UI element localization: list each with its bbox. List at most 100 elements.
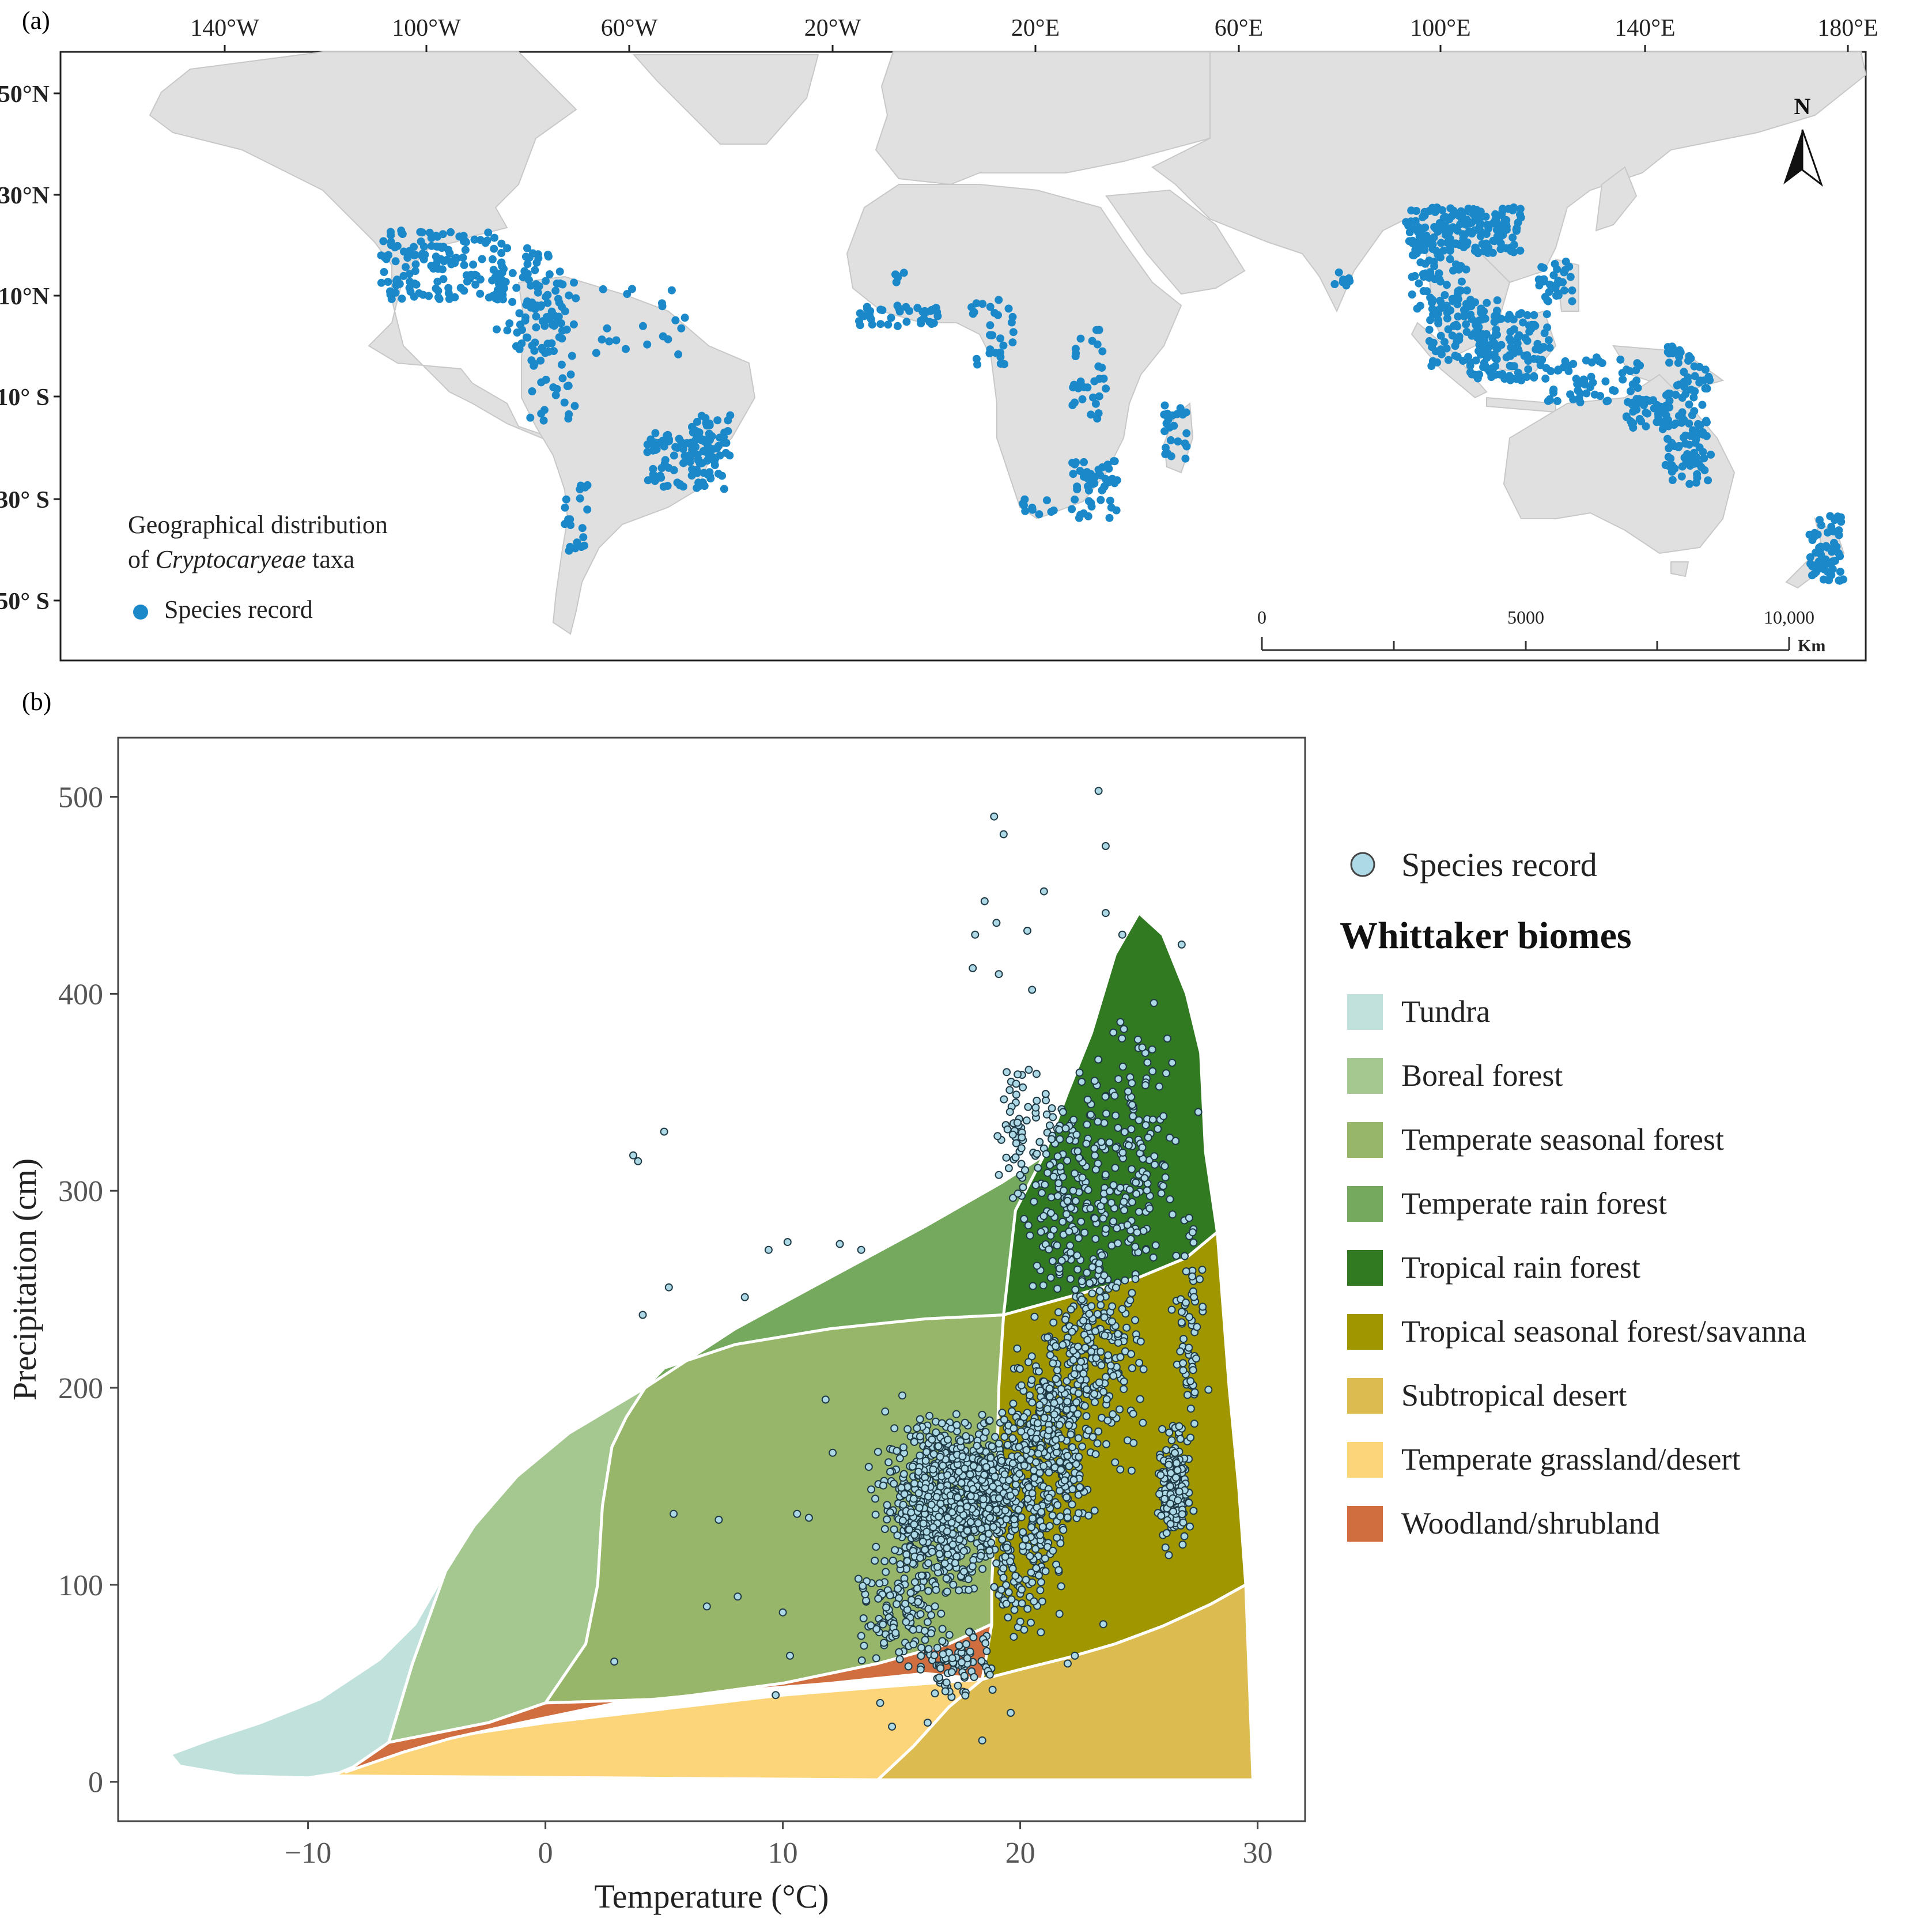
- scatter-point: [978, 1410, 986, 1419]
- scatter-point: [1106, 1361, 1115, 1370]
- scatter-point: [876, 1698, 884, 1707]
- species-record-dot: [1182, 429, 1191, 437]
- land-japan: [1595, 166, 1638, 232]
- species-record-dot: [398, 295, 406, 303]
- scatter-point: [1114, 1330, 1122, 1338]
- scatter-point: [1057, 1256, 1066, 1265]
- scatter-point: [891, 1629, 900, 1637]
- species-record-dot: [1806, 553, 1814, 561]
- species-record-dot: [521, 316, 530, 325]
- scatter-point: [1161, 1543, 1170, 1552]
- scatter-point: [977, 1551, 985, 1560]
- species-record-dot: [1480, 307, 1488, 316]
- species-record-dot: [490, 233, 498, 242]
- scatter-point: [904, 1662, 913, 1671]
- species-record-dot: [704, 448, 712, 457]
- species-record-dot: [1530, 311, 1538, 319]
- scatter-point: [1177, 940, 1186, 949]
- species-record-dot: [1661, 406, 1669, 414]
- scatter-point: [1163, 1034, 1171, 1043]
- scatter-point: [1171, 1137, 1180, 1145]
- scatter-point: [1143, 1186, 1151, 1195]
- species-record-dot: [583, 505, 592, 514]
- species-record-dot: [400, 247, 408, 256]
- species-record-dot: [497, 258, 505, 267]
- scatter-point: [1180, 1532, 1189, 1541]
- species-record-dot: [508, 297, 517, 306]
- scatter-point: [1041, 1180, 1049, 1189]
- species-record-dot: [1097, 496, 1105, 504]
- scatter-point: [893, 1447, 901, 1455]
- scatter-point: [886, 1508, 894, 1517]
- species-record-dot: [1428, 245, 1437, 253]
- species-record-dot: [527, 281, 535, 290]
- scatter-point: [1052, 1436, 1060, 1444]
- scatter-point: [966, 1534, 975, 1543]
- scatter-point: [1011, 1153, 1020, 1162]
- scatter-point: [1131, 1316, 1139, 1324]
- species-record-dot: [1513, 375, 1521, 383]
- species-record-dot: [1497, 222, 1506, 231]
- scatter-point: [1082, 1139, 1091, 1148]
- scatter-point: [1116, 1018, 1125, 1026]
- species-record-dot: [612, 336, 621, 345]
- species-record-dot: [1670, 464, 1678, 473]
- species-record-dot: [1442, 281, 1451, 289]
- legend-swatch: [1347, 1186, 1383, 1222]
- species-record-dot: [515, 309, 524, 318]
- species-record-dot: [1093, 414, 1102, 423]
- species-record-dot: [1164, 415, 1173, 424]
- species-record-dot: [1663, 435, 1672, 443]
- species-record-dot: [1110, 457, 1119, 466]
- species-record-dot: [1661, 460, 1670, 469]
- scatter-point: [1088, 1433, 1097, 1441]
- species-record-dot: [427, 262, 436, 270]
- species-record-dot: [444, 246, 453, 254]
- species-record-dot: [679, 445, 687, 454]
- scatter-point: [1073, 1251, 1082, 1260]
- scatter-point: [914, 1598, 922, 1606]
- scatter-point: [928, 1435, 936, 1444]
- species-record-dot: [1481, 361, 1489, 369]
- scatter-point: [1063, 1405, 1071, 1414]
- scatter-point: [956, 1505, 965, 1513]
- species-record-dot: [403, 254, 412, 262]
- scatter-point: [978, 1565, 987, 1573]
- species-record-dot: [432, 232, 440, 240]
- species-record-dot: [1470, 329, 1479, 337]
- scatter-point: [880, 1557, 889, 1565]
- scatter-point: [952, 1552, 961, 1561]
- species-record-dot: [1431, 275, 1439, 284]
- scatter-point: [1085, 1309, 1094, 1318]
- species-record-dot: [503, 326, 512, 335]
- scatter-point: [1127, 1125, 1136, 1134]
- species-record-dot: [1468, 315, 1476, 323]
- species-record-dot: [708, 454, 716, 462]
- scatter-point: [1174, 1496, 1182, 1505]
- scatter-point: [1177, 1318, 1186, 1327]
- scatter-point: [935, 1512, 943, 1521]
- species-record-dot: [1685, 400, 1693, 409]
- scatter-point: [867, 1485, 875, 1494]
- scatter-point: [985, 1504, 993, 1513]
- scatter-point: [916, 1554, 924, 1562]
- scatter-point: [1083, 1335, 1092, 1344]
- scatter-point: [1102, 1395, 1111, 1403]
- scatter-point: [872, 1542, 880, 1551]
- species-record-dot: [553, 385, 561, 393]
- species-record-dot: [1430, 233, 1438, 242]
- scatter-point: [1118, 930, 1126, 939]
- species-record-dot: [1604, 397, 1612, 405]
- scatter-point: [879, 1620, 887, 1629]
- scatter-point: [857, 1656, 866, 1665]
- species-record-dot: [1492, 310, 1501, 319]
- scatter-point: [993, 1132, 1002, 1141]
- scatter-point: [936, 1664, 945, 1672]
- species-record-dot: [670, 451, 678, 460]
- species-record-dot: [693, 451, 702, 459]
- species-record-dot: [1680, 368, 1688, 376]
- species-record-dot: [1505, 351, 1514, 360]
- species-record-dot: [1554, 365, 1563, 374]
- y-tick-label: 200: [58, 1372, 103, 1405]
- scatter-point: [1116, 1184, 1125, 1192]
